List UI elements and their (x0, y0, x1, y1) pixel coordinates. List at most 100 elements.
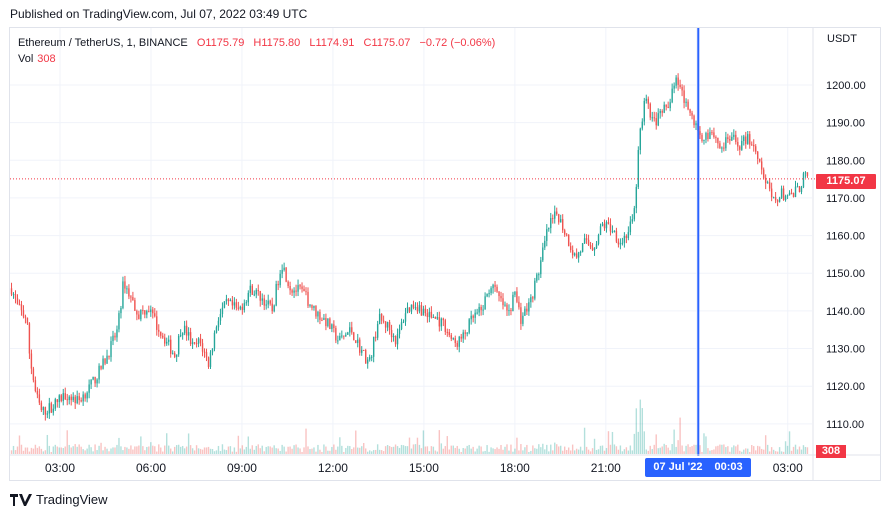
candle-body (635, 186, 638, 209)
candle-body (321, 319, 323, 321)
volume-bar (755, 450, 757, 454)
candle-body (339, 335, 341, 341)
candle-body (177, 335, 180, 355)
candle-body (643, 100, 645, 122)
candle-body (10, 288, 13, 295)
candle-body (166, 341, 168, 344)
candle-body (388, 322, 391, 331)
candle-body (560, 219, 562, 223)
candle-body (607, 222, 610, 225)
candle-body (420, 305, 423, 316)
price-tick-label: 1150.00 (826, 268, 865, 280)
candle-body (410, 304, 413, 312)
candle-body (90, 379, 92, 385)
volume-bar (504, 446, 506, 454)
volume-bar (661, 446, 663, 454)
volume-bar (108, 451, 110, 454)
volume-bar (502, 449, 504, 454)
candle-body (293, 290, 295, 293)
volume-bar (325, 446, 327, 454)
candle-body (450, 335, 452, 339)
candle-body (283, 267, 285, 270)
volume-bar (418, 444, 421, 454)
volume-bar (579, 446, 582, 454)
candle-body (207, 357, 210, 367)
candle-body (50, 403, 53, 413)
candle-body (554, 211, 556, 219)
volume-bar (430, 446, 433, 454)
candle-body (162, 335, 164, 338)
candle-body (518, 301, 520, 308)
candle-body (271, 303, 273, 312)
volume-bar (603, 450, 606, 454)
volume-bar (309, 449, 311, 454)
candle-body (233, 302, 236, 306)
candle-body (259, 291, 261, 301)
volume-bar (183, 448, 186, 454)
footer-brand[interactable]: TradingView (10, 492, 108, 507)
volume-bar (786, 445, 789, 454)
volume-bar (410, 448, 413, 454)
volume-bar (575, 448, 578, 454)
candle-body (211, 348, 214, 353)
volume-bar (215, 450, 218, 454)
candle-body (440, 318, 443, 327)
candle-body (42, 407, 45, 411)
volume-bar (693, 444, 695, 454)
candle-body (132, 297, 134, 301)
candle-body (195, 343, 198, 345)
volume-bar (349, 446, 351, 454)
symbol-title[interactable]: Ethereum / TetherUS, 1, BINANCE (18, 37, 188, 49)
candle-body (120, 308, 122, 314)
candle-body (794, 186, 797, 197)
candle-body (370, 356, 373, 358)
volume-bar (532, 445, 534, 454)
candle-body (80, 400, 82, 402)
candle-body (647, 98, 649, 104)
candle-body (68, 396, 70, 401)
volume-bar (408, 437, 411, 454)
volume-bar (571, 444, 574, 454)
candle-body (432, 317, 435, 319)
candle-body (110, 341, 112, 358)
volume-bar (705, 436, 707, 454)
volume-bar (426, 446, 429, 454)
volume-bar (235, 451, 238, 454)
price-tick-label: 1130.00 (826, 344, 865, 356)
currency-label[interactable]: USDT (827, 33, 857, 45)
volume-bar (691, 446, 693, 454)
time-tick-label: 09:00 (227, 461, 257, 475)
candle-body (703, 139, 705, 141)
candle-body (309, 304, 311, 306)
candle-body (512, 294, 514, 312)
volume-bar (727, 446, 729, 454)
candle-body (496, 286, 498, 292)
ohlc-change: −0.72 (−0.06%) (419, 37, 496, 49)
candle-body (384, 321, 387, 328)
volume-bar (297, 447, 299, 454)
volume-bar (514, 448, 516, 454)
volume-bar (601, 445, 604, 454)
volume-bar (599, 445, 602, 454)
volume-bar (261, 445, 263, 454)
candle-body (183, 325, 186, 334)
volume-bar (42, 451, 45, 454)
candle-body (126, 288, 128, 290)
candle-body (778, 197, 781, 202)
volume-bar (446, 436, 448, 454)
volume-bar (605, 448, 608, 454)
volume-bar (175, 445, 178, 454)
candle-body (563, 230, 566, 235)
candle-body (448, 331, 450, 336)
candle-body (351, 327, 353, 333)
volume-bar (378, 449, 381, 454)
candle-body (46, 413, 49, 415)
price-chart[interactable]: 1110.00 1120.00 1130.00 1140.00 1150.00 1160.… (10, 28, 880, 480)
volume-bar (18, 435, 21, 454)
volume-bar (241, 445, 244, 454)
volume-bar (70, 447, 72, 454)
price-tick-label: 1140.00 (826, 306, 865, 318)
candle-body (573, 253, 576, 256)
price-tick-label: 1190.00 (826, 118, 865, 130)
volume-bar (500, 444, 502, 454)
